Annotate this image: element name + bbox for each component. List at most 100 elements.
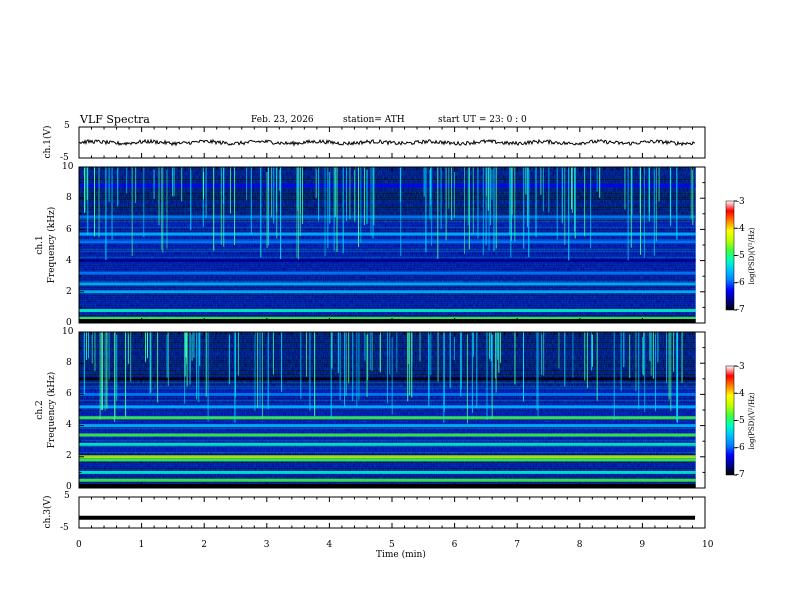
spec-bottom-band: [79, 484, 696, 488]
cbar2-tick-neg5: -5: [736, 416, 745, 426]
spec-band: [79, 271, 696, 275]
spec-noise-row: [79, 251, 696, 252]
spec-band: [79, 405, 696, 409]
spec-band: [79, 309, 696, 313]
x-tick-label-3: 3: [263, 540, 270, 550]
spec-noise-row: [79, 287, 696, 288]
spec-noise-row: [79, 171, 696, 172]
spec-noise-row: [79, 482, 696, 483]
cbar1-tick-neg5: -5: [736, 251, 745, 261]
spec-noise-row: [79, 454, 696, 455]
spec-band: [79, 316, 696, 320]
spec-noise-row: [79, 468, 696, 469]
spec-noise-row: [79, 225, 696, 226]
spec-noise-row: [79, 414, 696, 415]
spec-noise-row: [79, 478, 696, 479]
x-tick-label-8: 8: [576, 540, 583, 550]
spec-noise-row: [79, 249, 696, 250]
spec-noise-row: [79, 430, 696, 431]
spec-band: [79, 470, 696, 474]
spec-noise-row: [79, 470, 696, 471]
spec-noise-row: [79, 169, 696, 170]
spec-noise-row: [79, 412, 696, 413]
spec-noise-row: [79, 197, 696, 198]
spec-noise-row: [79, 189, 696, 190]
spec-noise-row: [79, 247, 696, 248]
spec-noise-row: [79, 205, 696, 206]
spec-noise-row: [79, 191, 696, 192]
spec-noise-row: [79, 231, 696, 232]
spec-noise-row: [79, 476, 696, 477]
spec-band: [79, 416, 696, 420]
x-tick-label-2: 2: [201, 540, 207, 550]
ch2-spec-ytick-0: 0: [66, 482, 72, 492]
spec-noise-row: [79, 305, 696, 306]
spec-noise-row: [79, 450, 696, 451]
cbar1-tick-neg4: -4: [736, 224, 745, 234]
x-tick-label-9: 9: [639, 540, 646, 550]
spec-noise-row: [79, 408, 696, 409]
ch3-ytick-5: 5: [64, 491, 70, 501]
spec-noise-row: [79, 452, 696, 453]
cbar1-tick-neg7: -7: [736, 305, 745, 315]
spec-noise-row: [79, 257, 696, 258]
spec-band: [79, 282, 696, 286]
panel-frames: [78, 126, 706, 529]
ch1-spec-ytick-2: 2: [66, 287, 72, 297]
spec-noise-row: [79, 440, 696, 441]
spec-noise-row: [79, 213, 696, 214]
spec-noise-row: [79, 315, 696, 316]
spec-band: [79, 478, 696, 482]
spec-band: [79, 442, 696, 446]
spec-noise-row: [79, 271, 696, 272]
spec-band: [79, 433, 696, 437]
spec-noise-row: [79, 239, 696, 240]
spec-noise-row: [79, 446, 696, 447]
spec-noise-row: [79, 243, 696, 244]
x-tick-label-0: 0: [76, 540, 82, 550]
spec-band: [79, 184, 696, 188]
start-time-label: start UT = 23: 0 : 0: [438, 115, 527, 125]
x-tick-label-1: 1: [138, 540, 145, 550]
spec-noise-row: [79, 195, 696, 196]
spec-noise-row: [79, 436, 696, 437]
spec-noise-row: [79, 237, 696, 238]
spec-noise-row: [79, 181, 696, 182]
spec-noise-row: [79, 442, 696, 443]
ch2-spec-ytick-6: 6: [66, 389, 72, 399]
x-tick-label-7: 7: [514, 540, 520, 550]
spec-bottom-band: [79, 319, 696, 323]
spec-band: [79, 215, 696, 219]
spec-noise-row: [79, 307, 696, 308]
colorbars: [725, 200, 737, 476]
ch3-ytick-neg5: -5: [60, 523, 69, 533]
spec-noise-row: [79, 267, 696, 268]
spec-noise-row: [79, 420, 696, 421]
spec-noise-row: [79, 293, 696, 294]
spec-noise-row: [79, 207, 696, 208]
colorbar-2: [725, 365, 735, 476]
spec-noise-row: [79, 263, 696, 264]
spec-noise-row: [79, 245, 696, 246]
spec-band: [79, 458, 696, 462]
spec-noise-row: [79, 187, 696, 188]
ch1-spec-ytick-8: 8: [66, 193, 72, 203]
spec-noise-row: [79, 175, 696, 176]
spec-noise-row: [79, 474, 696, 475]
spec-noise-row: [79, 199, 696, 200]
ch1-spec-ytick-10: 10: [62, 162, 74, 172]
spec-band: [79, 455, 696, 459]
ch2-spec-ytick-4: 4: [66, 420, 72, 430]
cbar2-tick-neg4: -4: [736, 389, 745, 399]
ch2-spec-ytick-2: 2: [66, 451, 72, 461]
spec-noise-row: [79, 277, 696, 278]
spec-noise-row: [79, 289, 696, 290]
spec-band: [79, 240, 696, 244]
spec-noise-row: [79, 193, 696, 194]
spec-noise-row: [79, 173, 696, 174]
spec-noise-row: [79, 297, 696, 298]
spec-noise-row: [79, 464, 696, 465]
spec-noise-row: [79, 211, 696, 212]
spec-noise-row: [79, 201, 696, 202]
